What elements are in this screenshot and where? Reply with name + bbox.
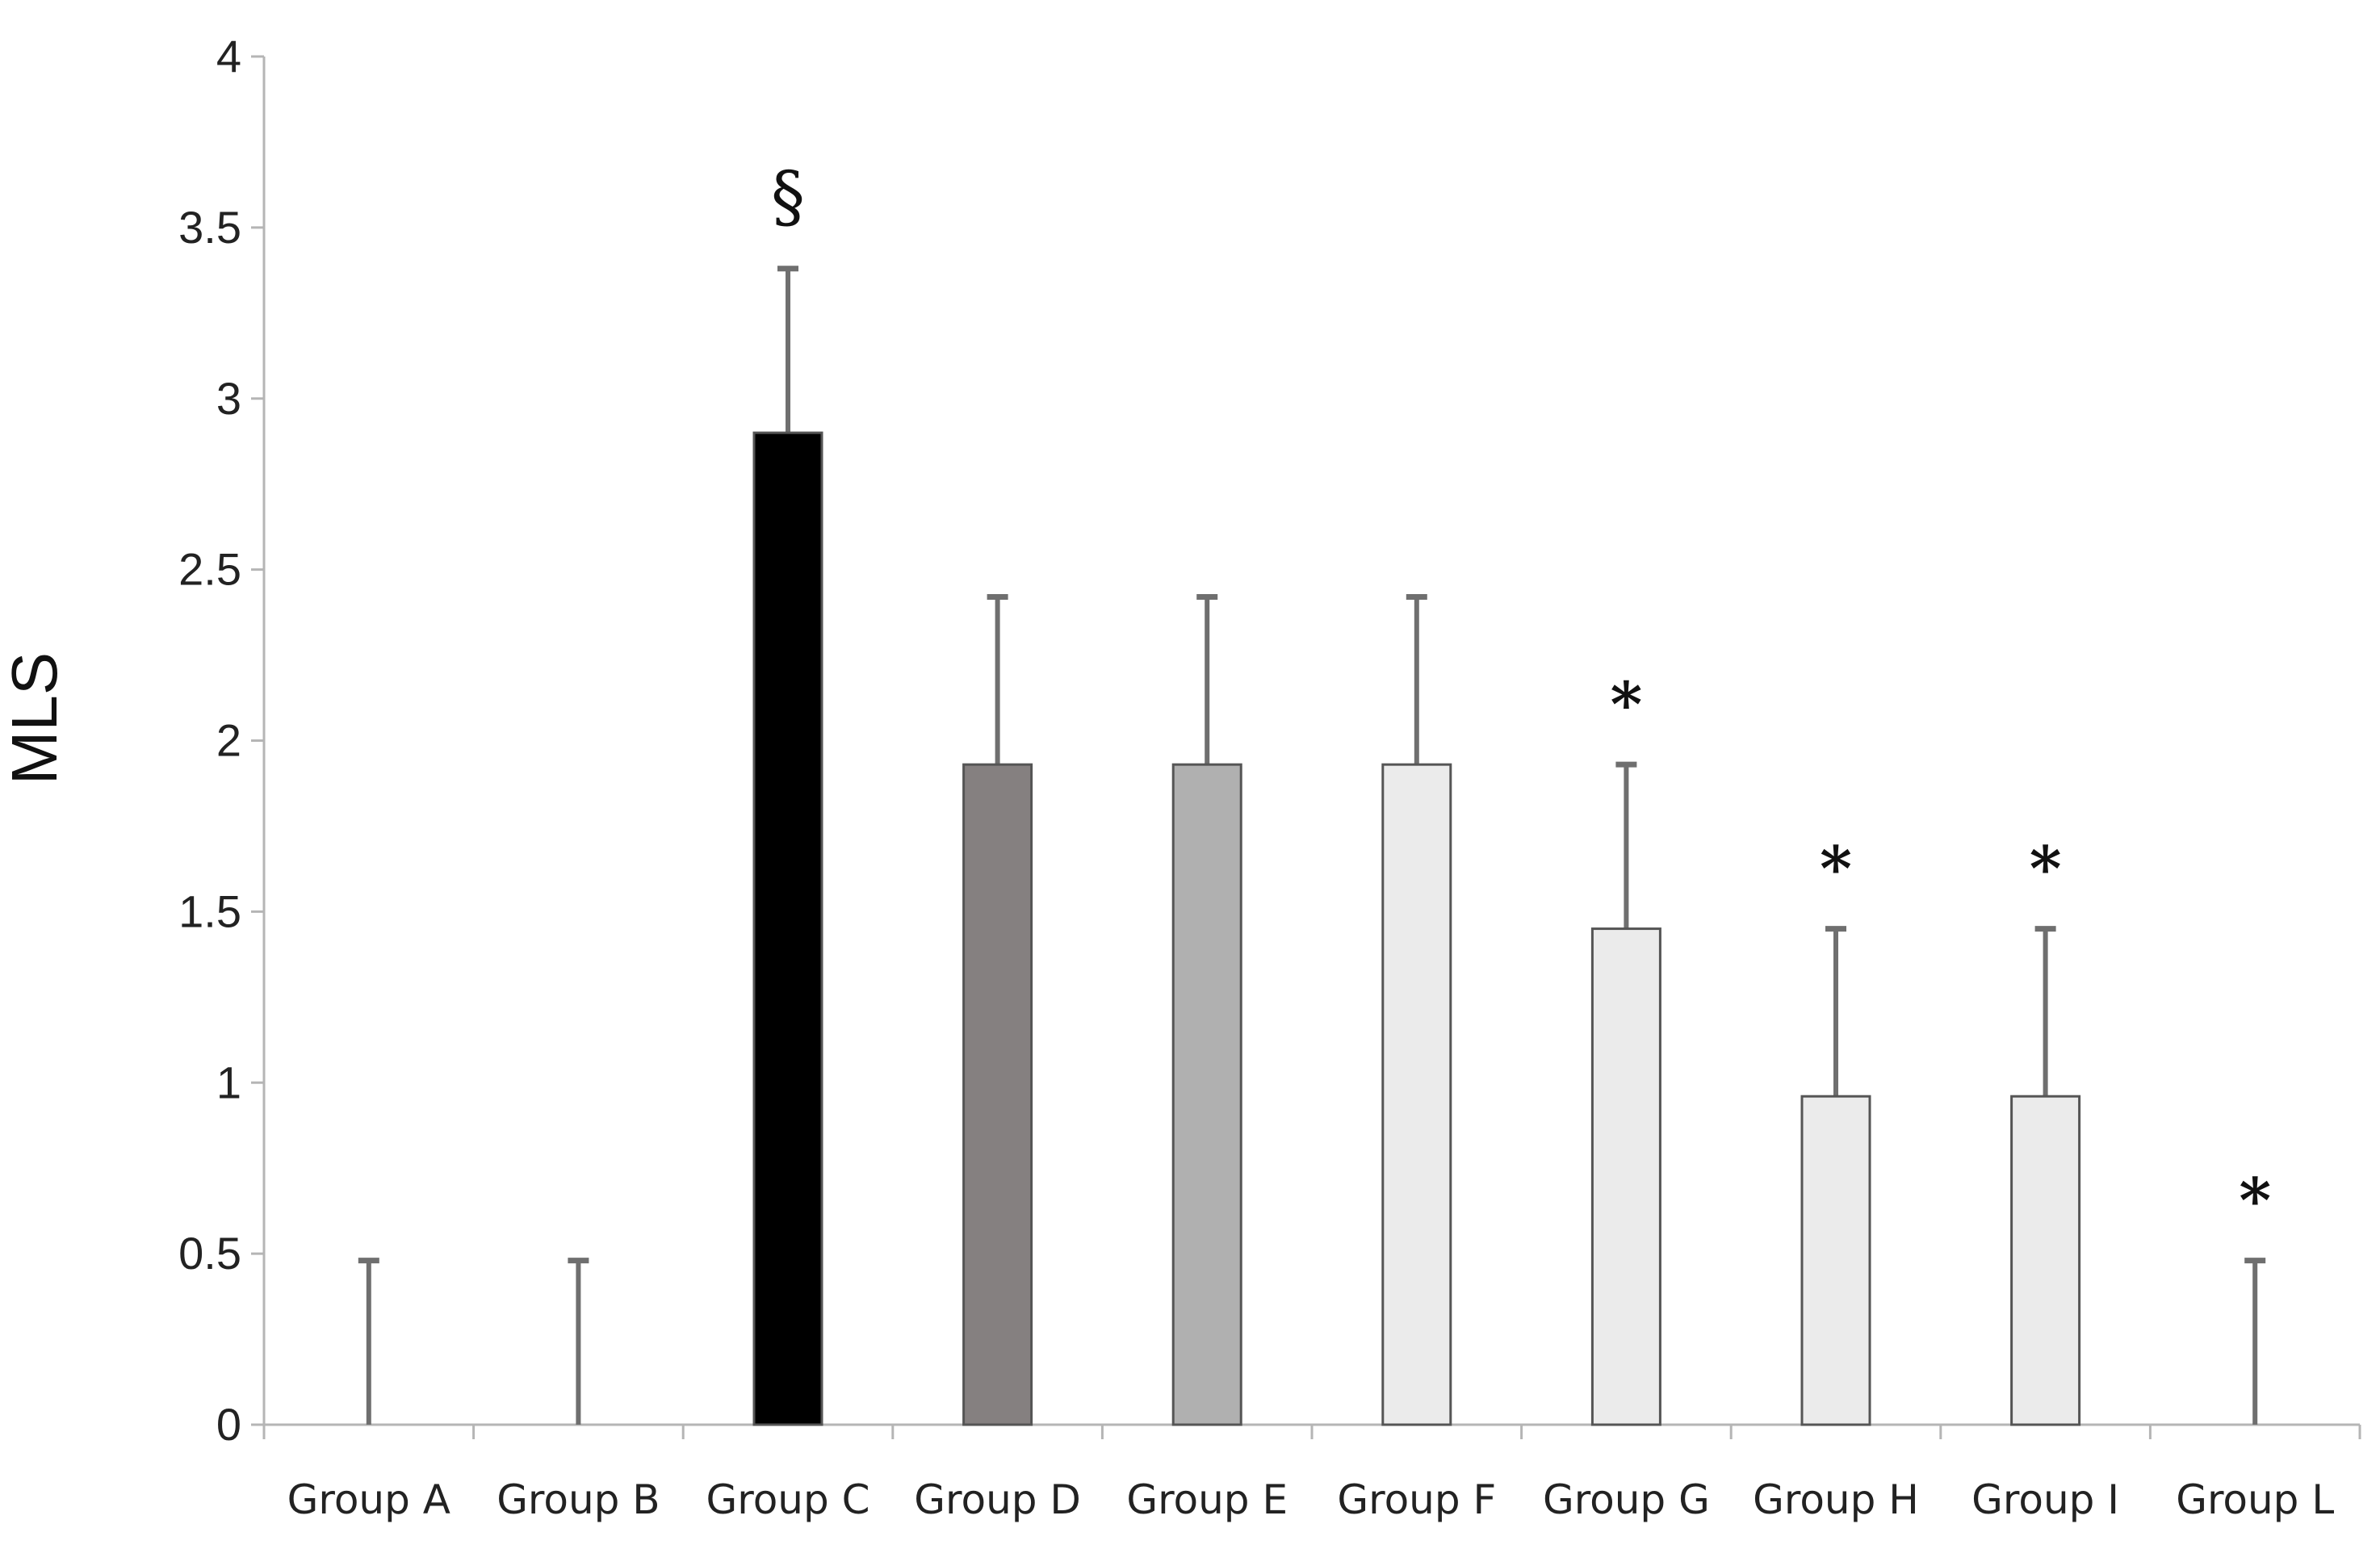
y-tick-label: 3.5 — [178, 202, 241, 253]
y-tick-label: 4 — [216, 31, 241, 82]
y-tick-label: 2 — [216, 715, 241, 766]
error-bars — [358, 266, 2266, 1425]
bar — [1381, 763, 1452, 1426]
x-tick-label: Group H — [1753, 1476, 1919, 1523]
y-tick-label: 0 — [216, 1399, 241, 1450]
y-axis-label: MLS — [0, 652, 70, 785]
significance-marker: * — [2239, 1165, 2271, 1237]
significance-marker: * — [2030, 833, 2062, 905]
bar — [1590, 927, 1661, 1426]
x-tick-label: Group D — [914, 1476, 1081, 1523]
x-tick-label: Group F — [1337, 1476, 1496, 1523]
bars — [752, 431, 2081, 1426]
tick-labels: 0 0.5 1 1.5 2 2.5 3 3.5 4 Group A Group B Group C Gr… — [178, 31, 2334, 1523]
significance-marker: * — [1611, 668, 1643, 740]
bar — [752, 431, 823, 1426]
y-tick-label: 0.5 — [178, 1228, 241, 1279]
significance-marker: * — [1820, 833, 1852, 905]
bar — [2010, 1095, 2081, 1426]
significance-marker: § — [771, 157, 805, 237]
y-tick-label: 1 — [216, 1057, 241, 1107]
y-tick-label: 3 — [216, 373, 241, 424]
x-tick-label: Group G — [1543, 1476, 1710, 1523]
x-tick-label: Group C — [706, 1476, 869, 1523]
x-tick-label: Group B — [497, 1476, 660, 1523]
annotations: § * * * * — [771, 157, 2271, 1237]
x-tick-label: Group E — [1126, 1476, 1288, 1523]
x-tick-label: Group A — [287, 1476, 450, 1523]
bar — [962, 763, 1033, 1426]
y-tick-label: 2.5 — [178, 544, 241, 595]
bar — [1171, 763, 1242, 1426]
x-tick-label: Group L — [2176, 1476, 2334, 1523]
x-tick-label: Group I — [1971, 1476, 2119, 1523]
bar — [1800, 1095, 1871, 1426]
y-tick-label: 1.5 — [178, 885, 241, 936]
